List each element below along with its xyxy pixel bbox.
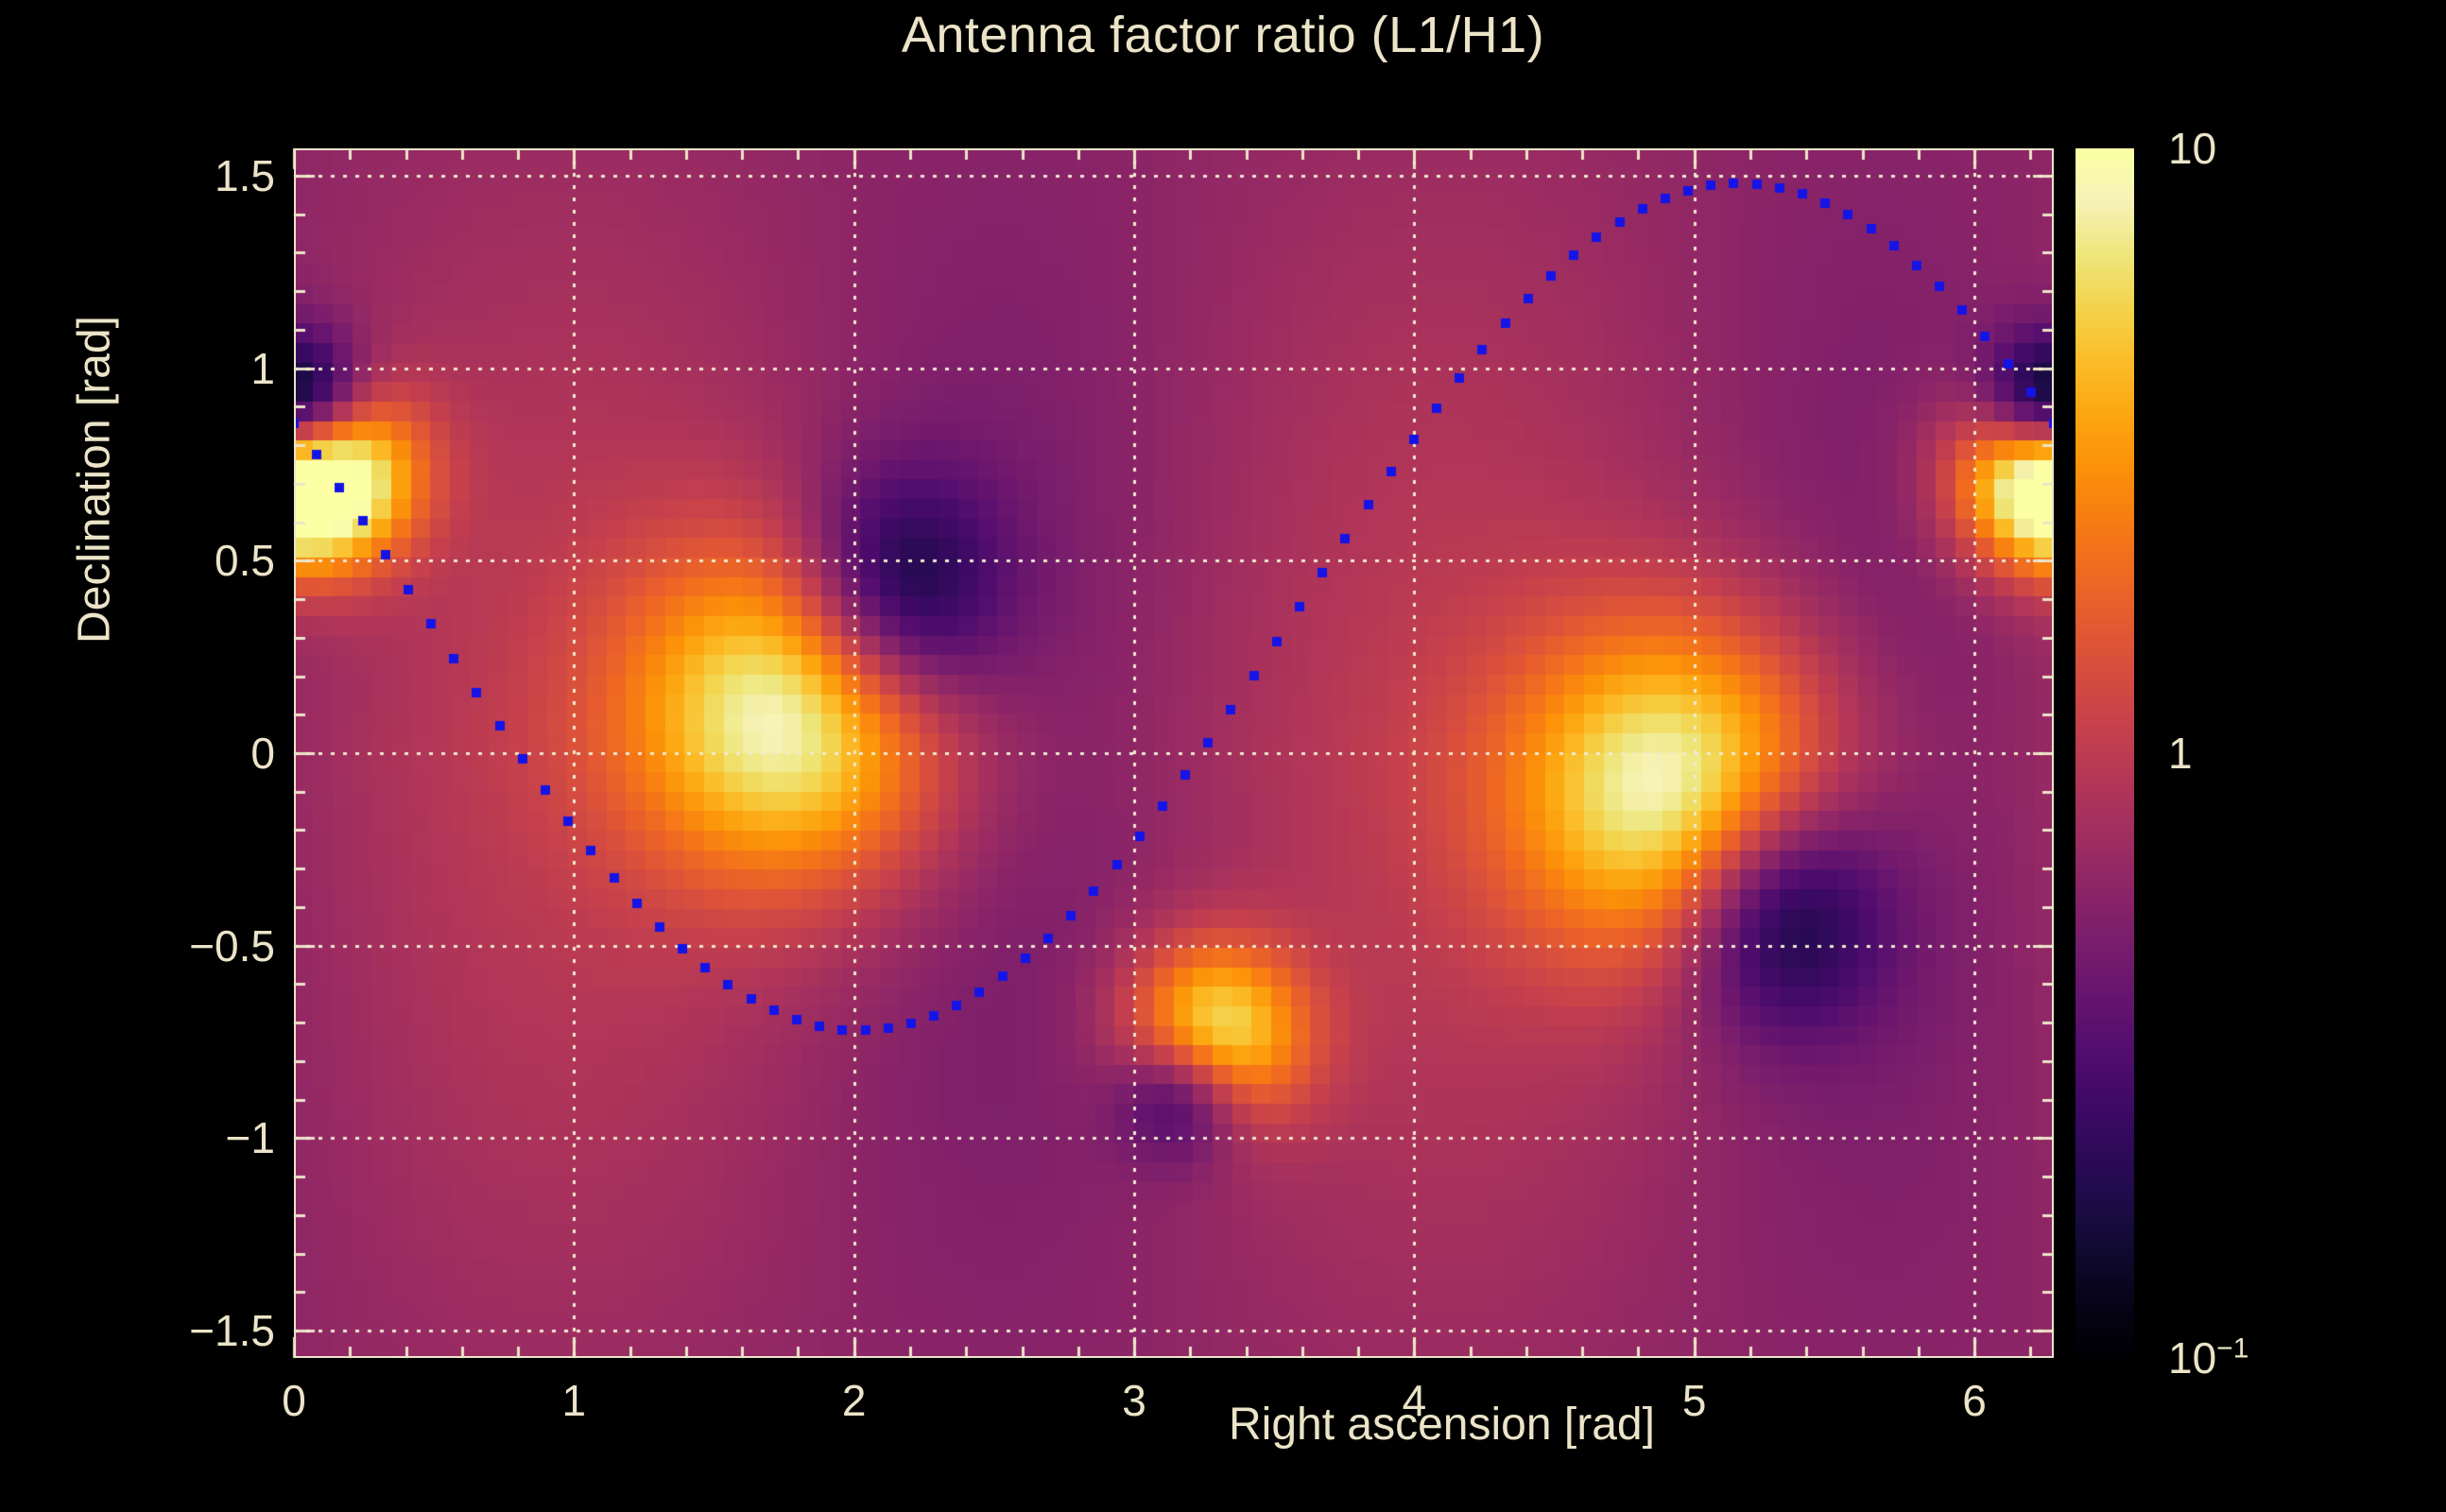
colorbar — [2076, 148, 2134, 1358]
x-tick-label: 3 — [1122, 1376, 1146, 1425]
y-tick-label: 1 — [250, 343, 275, 393]
galactic-plane-markers — [294, 148, 2054, 1358]
chart-title: Antenna factor ratio (L1/H1) — [901, 7, 1545, 63]
y-tick-label: −1.5 — [189, 1306, 275, 1356]
y-axis-title: Declination [rad] — [69, 316, 120, 644]
y-tick-label: 1.5 — [215, 150, 275, 200]
x-axis-title: Right ascension [rad] — [1229, 1400, 1655, 1450]
y-tick-label: −0.5 — [189, 920, 275, 971]
x-tick-label: 5 — [1681, 1376, 1707, 1425]
colorbar-tick-label: 1 — [2168, 729, 2193, 778]
colorbar-tick-label: 10−1 — [2168, 1332, 2249, 1383]
y-tick-label: −1 — [225, 1113, 275, 1163]
colorbar-tick-label: 10 — [2168, 124, 2217, 173]
x-tick-label: 6 — [1962, 1376, 1987, 1425]
x-tick-label: 2 — [841, 1376, 867, 1425]
heatmap-plot-area — [294, 148, 2054, 1358]
x-tick-label: 0 — [282, 1376, 306, 1425]
x-tick-label: 4 — [1402, 1376, 1427, 1425]
x-tick-label: 1 — [561, 1376, 587, 1425]
y-tick-label: 0 — [250, 729, 275, 778]
y-tick-label: 0.5 — [215, 536, 275, 586]
